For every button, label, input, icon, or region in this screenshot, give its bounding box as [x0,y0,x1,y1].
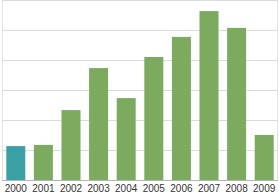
bar [200,11,219,180]
grid-line [2,0,278,1]
x-tick-label: 2000 [5,183,28,194]
bar [227,28,246,180]
grid-line [2,180,278,181]
bar [144,57,163,180]
bar [34,145,53,180]
x-axis-line [2,180,278,181]
x-tick-label: 2002 [60,183,83,194]
x-tick-label: 2006 [170,183,193,194]
bar [255,135,274,180]
x-tick-label: 2007 [198,183,221,194]
bar [6,146,25,180]
x-tick-label: 2003 [87,183,110,194]
x-tick-label: 2001 [32,183,55,194]
chart: 2000 2001 2002 2003 2004 2005 2006 2007 2008 2009 [0,0,280,195]
bar [172,37,191,180]
bar [117,98,136,180]
x-tick-label: 2008 [225,183,248,194]
bars [6,11,273,180]
x-tick-label: 2004 [115,183,138,194]
x-tick-label: 2005 [143,183,166,194]
bar [62,110,81,180]
chart-root: 2000 2001 2002 2003 2004 2005 2006 2007 2008 2009 [0,0,280,195]
x-tick-label: 2009 [253,183,276,194]
bar [89,68,108,180]
